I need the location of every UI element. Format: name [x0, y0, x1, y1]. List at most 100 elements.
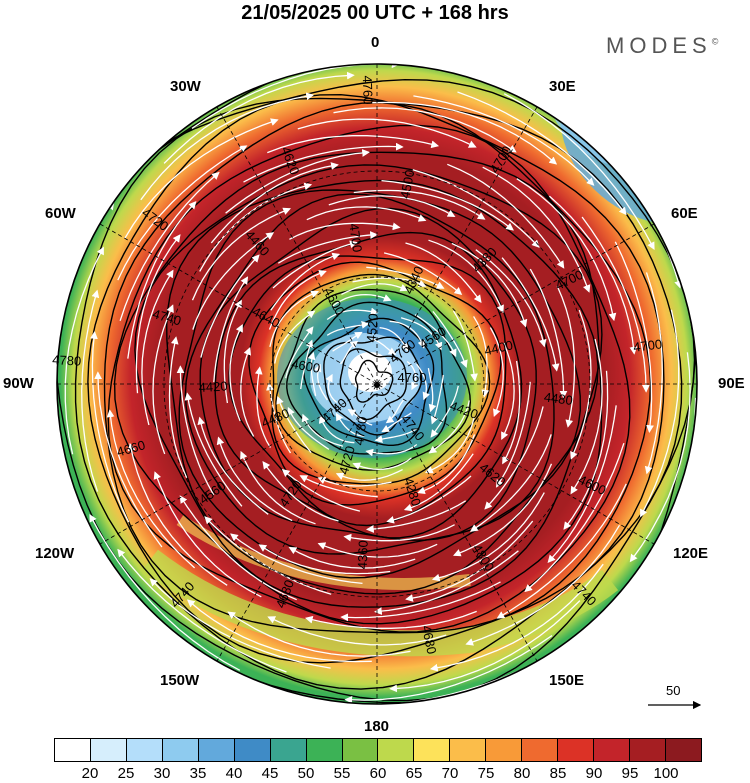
colorbar-tick-label: 40	[225, 765, 243, 782]
streamline	[352, 277, 427, 288]
pole-marker	[374, 382, 380, 388]
streamline	[340, 581, 501, 622]
colorbar-segment	[90, 739, 127, 761]
streamline	[64, 246, 104, 455]
streamline	[140, 92, 315, 201]
streamline	[163, 71, 355, 164]
contour-line	[199, 207, 537, 541]
colorbar-tick-label: 65	[405, 765, 423, 782]
colorbar-segment	[522, 739, 559, 761]
streamline	[556, 286, 576, 428]
streamline	[127, 201, 197, 359]
streamline	[270, 252, 341, 311]
streamline	[389, 320, 426, 349]
contour-line	[107, 124, 631, 633]
contour-line	[286, 301, 448, 455]
colorbar-segment	[198, 739, 235, 761]
streamline	[230, 533, 363, 585]
streamline	[452, 310, 478, 382]
streamline	[425, 416, 475, 474]
streamline	[529, 268, 568, 399]
streamline	[268, 269, 327, 330]
contour-label: 4780	[52, 352, 82, 368]
streamline	[430, 385, 459, 438]
colorbar-segment	[414, 739, 451, 761]
brand-name: MODES	[606, 33, 712, 58]
streamline	[482, 166, 591, 293]
contour-line	[74, 97, 683, 690]
streamline	[340, 340, 359, 365]
streamline	[213, 276, 249, 383]
streamline	[307, 351, 317, 397]
contour-line	[214, 231, 523, 539]
colorbar-tick-label: 95	[621, 765, 639, 782]
streamline	[524, 442, 625, 593]
streamline	[548, 195, 638, 355]
streamline	[503, 93, 655, 251]
streamline	[563, 370, 609, 530]
streamline	[417, 434, 476, 495]
streamline	[277, 231, 378, 264]
streamline	[469, 434, 552, 532]
streamline	[465, 524, 621, 646]
colorbar-segment	[558, 739, 595, 761]
contour-line	[248, 261, 502, 506]
streamline	[152, 304, 174, 455]
streamline	[229, 324, 243, 422]
streamline	[501, 257, 560, 372]
streamline	[199, 182, 313, 272]
colorbar-tick-label: 75	[477, 765, 495, 782]
streamline	[288, 546, 416, 569]
streamline	[614, 241, 654, 433]
contour-line	[228, 255, 507, 527]
streamline	[347, 409, 373, 426]
streamline	[326, 321, 370, 336]
colorbar-tick-label: 35	[189, 765, 207, 782]
streamline	[413, 95, 595, 186]
colorbar-segment	[126, 739, 163, 761]
streamline	[640, 309, 680, 518]
streamline	[344, 635, 553, 704]
streamline	[374, 550, 519, 615]
colorbar-segment	[450, 739, 487, 761]
streamline	[473, 316, 490, 398]
lon-label-90e: 90E	[718, 375, 745, 392]
streamline	[285, 326, 314, 379]
colorbar-tick-label: 80	[513, 765, 531, 782]
streamline	[352, 457, 412, 471]
streamline	[430, 374, 444, 425]
streamline	[254, 366, 271, 448]
streamline	[385, 399, 404, 424]
contour-label: 4700	[346, 223, 365, 254]
colorbar-tick-label: 25	[117, 765, 135, 782]
lon-label-90w: 90W	[3, 375, 34, 392]
contour-line	[271, 273, 491, 485]
streamline	[258, 544, 391, 575]
colorbar-segment	[486, 739, 523, 761]
colorbar-tick-label: 50	[297, 765, 315, 782]
streamline	[123, 118, 279, 240]
colorbar-tick-label: 55	[333, 765, 351, 782]
contour-line	[165, 179, 599, 595]
streamline	[262, 461, 339, 522]
streamline	[317, 542, 438, 558]
streamline	[381, 179, 514, 231]
streamline	[225, 149, 370, 214]
colorbar-segment	[55, 739, 91, 761]
colorbar-tick-label: 90	[585, 765, 603, 782]
colorbar-tick-label: 100	[653, 765, 679, 782]
lon-label-60w: 60W	[45, 205, 76, 222]
streamline	[141, 269, 174, 426]
contour-label: 4480	[543, 390, 574, 408]
streamline	[447, 163, 565, 269]
streamline	[267, 616, 447, 646]
streamline	[304, 610, 477, 629]
colorbar-tick-label: 60	[369, 765, 387, 782]
lon-label-120w: 120W	[35, 545, 75, 562]
streamline	[127, 442, 228, 586]
colorbar-segment	[162, 739, 199, 761]
lon-label-30w: 30W	[170, 78, 201, 95]
colorbar-tick-label: 45	[261, 765, 279, 782]
streamline	[516, 178, 617, 322]
